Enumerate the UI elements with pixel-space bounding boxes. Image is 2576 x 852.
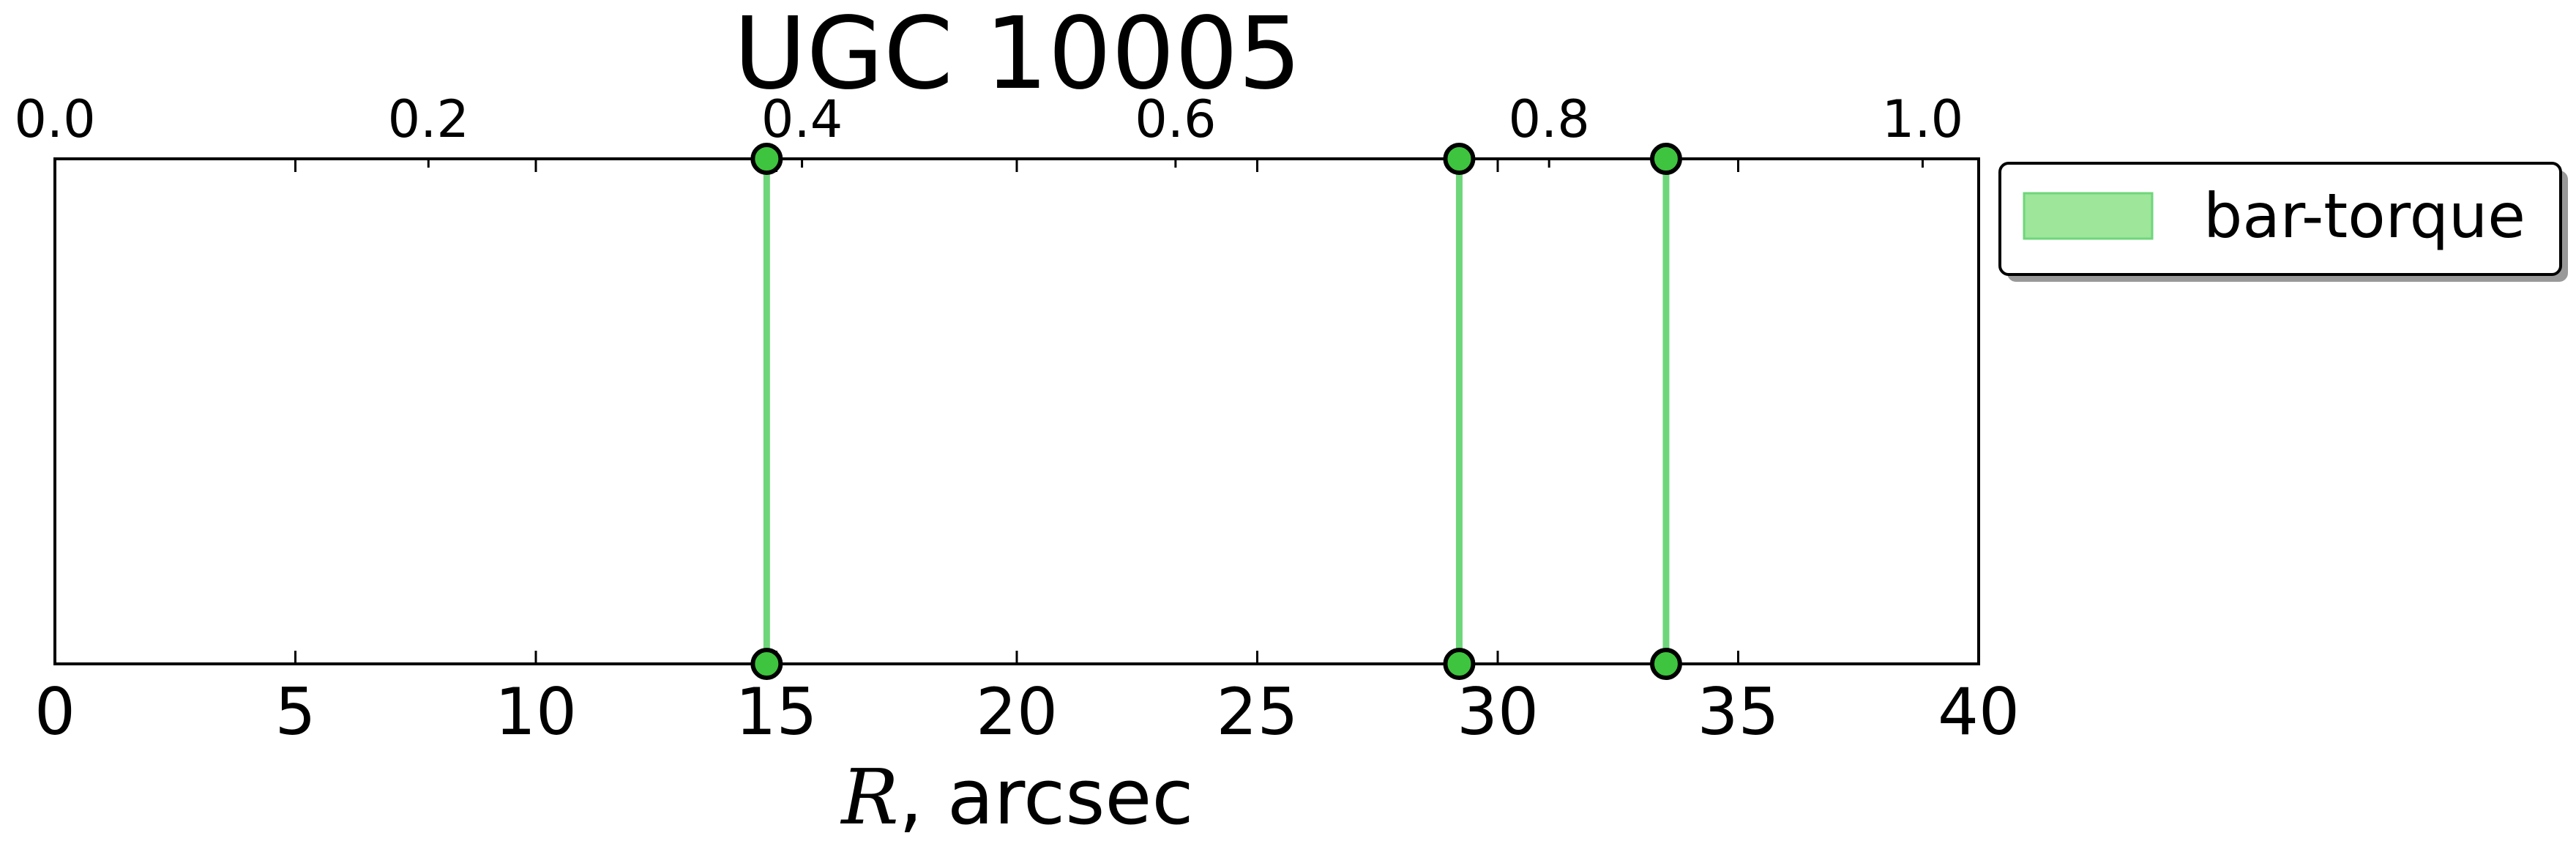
plot-area-frame — [53, 157, 1980, 665]
x-tick-label-0: 0 — [34, 674, 75, 750]
series-marker-bar-torque-1-top — [1443, 143, 1476, 175]
legend-box — [1998, 162, 2562, 276]
x-tick-label-5: 5 — [275, 674, 316, 750]
top-x-tick-label-0.2: 0.2 — [388, 89, 469, 149]
x-tick-label-10: 10 — [495, 674, 577, 750]
top-x-tick-label-0.8: 0.8 — [1509, 89, 1590, 149]
chart-title: UGC 10005 — [733, 0, 1302, 112]
x-axis-label: R, arcsec — [840, 752, 1193, 842]
top-x-tick-label-0.6: 0.6 — [1135, 89, 1216, 149]
x-tick-label-25: 25 — [1217, 674, 1299, 750]
x-axis-label-unit: , arcsec — [899, 752, 1194, 842]
x-tick-label-15: 15 — [736, 674, 818, 750]
x-axis-label-variable: R — [840, 752, 898, 842]
bottom-tick-labels: 0 5 10 15 20 25 30 35 40 — [34, 674, 2020, 750]
tick-marks — [53, 159, 1980, 664]
x-tick-label-30: 30 — [1457, 674, 1539, 750]
series-markers — [750, 143, 1682, 680]
series-lines — [763, 159, 1670, 664]
top-tick-labels: 0.0 0.2 0.4 0.6 0.8 1.0 — [14, 89, 1963, 149]
series-marker-bar-torque-2-top — [1649, 143, 1682, 175]
legend-swatch-bar-torque — [2023, 192, 2154, 240]
series-marker-bar-torque-0-bottom — [750, 648, 783, 680]
top-x-tick-label-0.0: 0.0 — [14, 89, 95, 149]
series-marker-bar-torque-0-top — [750, 143, 783, 175]
x-tick-label-40: 40 — [1938, 674, 2020, 750]
top-x-tick-label-0.4: 0.4 — [761, 89, 843, 149]
legend: bar-torque — [1998, 162, 2568, 282]
series-marker-bar-torque-2-bottom — [1649, 648, 1682, 680]
legend-label-bar-torque: bar-torque — [2203, 180, 2525, 252]
top-x-tick-label-1.0: 1.0 — [1882, 89, 1963, 149]
series-marker-bar-torque-1-bottom — [1443, 648, 1476, 680]
x-tick-label-20: 20 — [976, 674, 1058, 750]
x-tick-label-35: 35 — [1698, 674, 1780, 750]
